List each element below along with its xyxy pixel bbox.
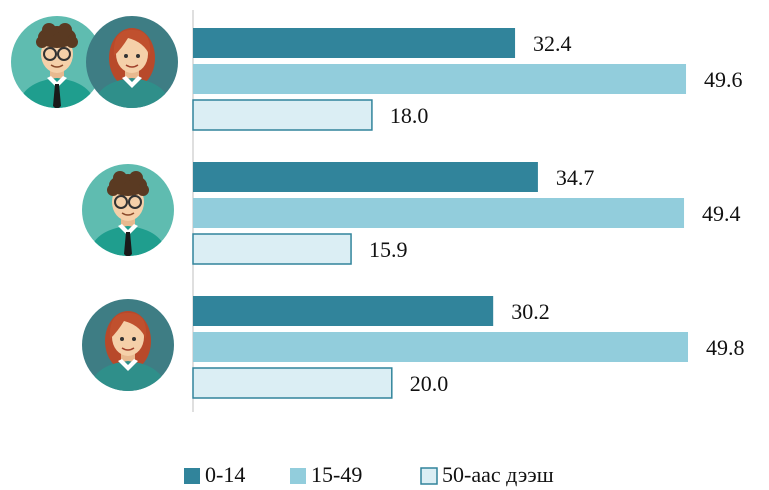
legend-swatch [290,468,306,484]
bar [193,332,688,362]
chart: 32.4 34.7 30.2 49.6 49.4 49.8 18.0 15.9 20.0 0-14… [0,0,769,490]
value-label: 20.0 [410,371,449,396]
female-icon [86,16,178,112]
value-label: 18.0 [390,103,429,128]
legend-label: 0-14 [205,462,245,487]
value-label: 15.9 [369,237,408,262]
value-label: 30.2 [511,299,550,324]
legend-swatch [421,468,437,484]
legend-label: 15-49 [311,462,362,487]
value-label: 49.6 [704,67,743,92]
value-label: 34.7 [556,165,595,190]
value-label: 32.4 [533,31,572,56]
bar [193,296,493,326]
bar [193,368,392,398]
bar [193,28,515,58]
bar [193,100,372,130]
legend-label: 50-аас дээш [442,462,554,487]
value-label: 49.8 [706,335,745,360]
legend-swatch [184,468,200,484]
bar [193,162,538,192]
bar [193,234,351,264]
bar [193,198,684,228]
male-icon [82,164,174,260]
bar [193,64,686,94]
female-icon [82,299,174,395]
value-label: 49.4 [702,201,741,226]
